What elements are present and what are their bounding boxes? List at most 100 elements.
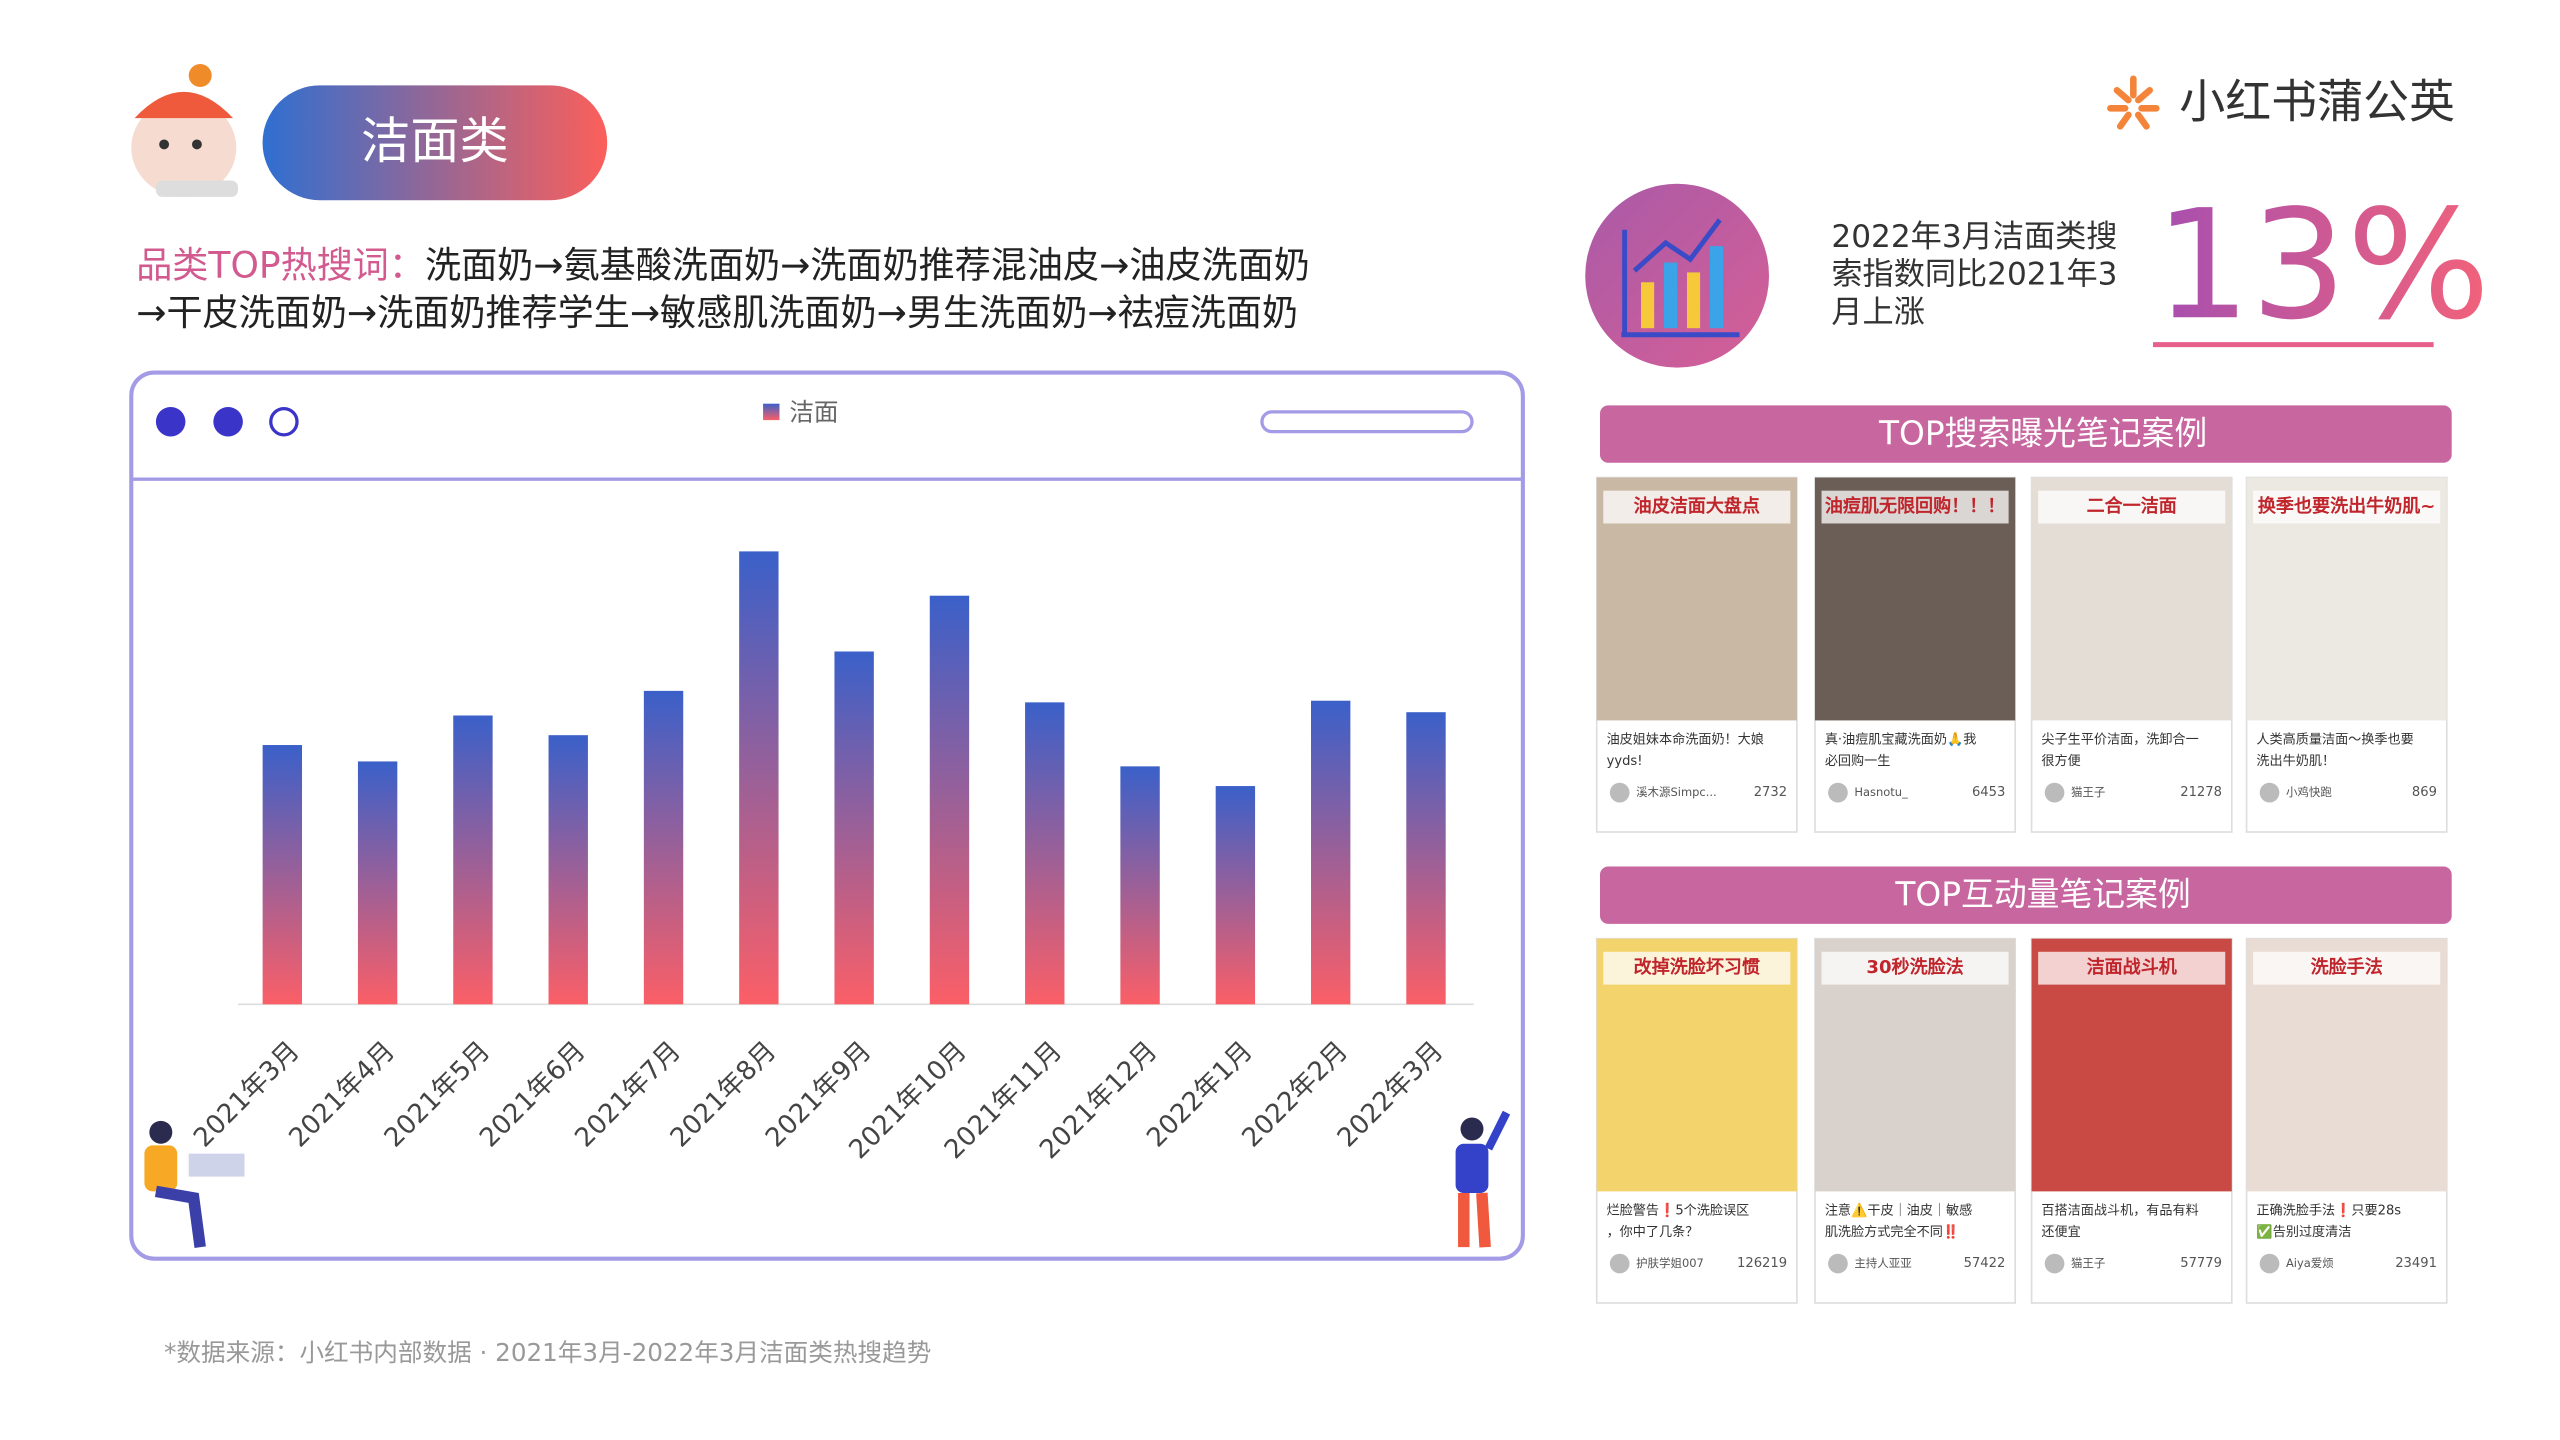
title: 洁面类	[361, 112, 509, 170]
note-caption: 烂脸警告❗5个洗脸误区	[1607, 1203, 1750, 1219]
note-likes: 21278	[2180, 785, 2222, 800]
note-caption: 很方便	[2041, 753, 2080, 769]
note-overlay: 油皮洁面大盘点	[1634, 495, 1760, 517]
section-header	[1600, 866, 2452, 924]
bar	[1120, 766, 1160, 1005]
note-caption: 还便宜	[2041, 1224, 2080, 1240]
bar	[262, 745, 303, 1005]
author-avatar	[1609, 1253, 1630, 1274]
stat-value: 13%	[2155, 177, 2491, 353]
note-overlay: 洁面战斗机	[2087, 956, 2178, 978]
note-author: 主持人亚亚	[1854, 1256, 1911, 1270]
note-author: Hasnotu_	[1854, 785, 1908, 799]
note-overlay-bg	[1603, 951, 1791, 985]
section-header	[1600, 405, 2452, 463]
note-likes: 6453	[1972, 785, 2005, 800]
note-likes: 126219	[1737, 1256, 1787, 1271]
note-overlay: 改掉洗脸坏习惯	[1634, 956, 1760, 978]
stat-line: 索指数同比2021年3	[1831, 257, 2117, 293]
bar	[1406, 712, 1446, 1005]
note-likes: 869	[2412, 785, 2437, 800]
note-overlay: 洗脸手法	[2311, 956, 2383, 978]
note-author: 小鸡快跑	[2286, 785, 2332, 799]
note-caption: 百搭洁面战斗机，有品有料	[2041, 1202, 2198, 1219]
note-author: 溪木源Simpc...	[1636, 785, 1717, 799]
note-author: 猫王子	[2071, 785, 2105, 799]
logo	[2107, 75, 2160, 130]
bar	[739, 551, 779, 1005]
author-avatar	[2044, 782, 2065, 803]
note-caption: ✅告别过度清洁	[2256, 1224, 2351, 1240]
bar	[643, 690, 684, 1005]
note-likes: 23491	[2395, 1256, 2437, 1271]
note-overlay-bg	[2038, 490, 2226, 524]
logo-text: 小红书蒲公英	[2179, 75, 2455, 129]
stat-icon-chart	[1621, 218, 1740, 338]
note-caption: yyds!	[1607, 754, 1643, 769]
keywords-line: 品类TOP热搜词：洗面奶→氨基酸洗面奶→洗面奶推荐混油皮→油皮洗面奶	[136, 243, 1310, 286]
keywords-text: 洗面奶→氨基酸洗面奶→洗面奶推荐混油皮→油皮洗面奶	[425, 243, 1310, 286]
author-avatar	[2259, 782, 2280, 803]
author-avatar	[1828, 782, 1848, 803]
note-overlay-bg	[1821, 490, 2009, 524]
note-caption: 油皮姐妹本命洗面奶！大娘	[1607, 731, 1764, 748]
window-dot	[213, 406, 243, 437]
keywords-line: →干皮洗面奶→洗面奶推荐学生→敏感肌洗面奶→男生洗面奶→祛痘洗面奶	[136, 291, 1298, 334]
window-dot	[269, 406, 299, 437]
note-caption: 尖子生平价洁面，洗卸合一	[2041, 732, 2198, 748]
keywords-label: 品类TOP热搜词：	[136, 243, 425, 286]
author-avatar	[1828, 1253, 1848, 1274]
note-author: 猫王子	[2071, 1256, 2105, 1270]
bar	[1025, 702, 1065, 1005]
note-overlay: 换季也要洗出牛奶肌~	[2258, 495, 2436, 517]
bar	[1310, 700, 1351, 1005]
note-likes: 57422	[1964, 1256, 2006, 1271]
note-overlay: 油痘肌无限回购！！！	[1825, 495, 2005, 517]
bar	[357, 761, 398, 1005]
stat-line: 月上涨	[1831, 294, 1924, 330]
note-overlay-bg	[1603, 490, 1791, 524]
window-dot	[155, 406, 186, 437]
bar	[929, 595, 970, 1005]
title-pill	[262, 85, 608, 201]
author-avatar	[2044, 1253, 2065, 1274]
bar	[453, 715, 493, 1005]
search-bar	[1260, 410, 1474, 434]
illustration-person	[144, 1120, 245, 1248]
note-overlay: 二合一洁面	[2087, 495, 2177, 517]
note-likes: 57779	[2180, 1256, 2222, 1271]
note-caption: 注意⚠️干皮｜油皮｜敏感	[1825, 1202, 1972, 1219]
section-title: TOP互动量笔记案例	[1894, 876, 2190, 914]
illustration-person	[1455, 1110, 1511, 1248]
author-avatar	[1609, 782, 1630, 803]
note-caption: 洗出牛奶肌！	[2256, 753, 2335, 769]
note-overlay-bg	[1821, 951, 2009, 985]
note-caption: 人类高质量洁面～换季也要	[2256, 731, 2413, 748]
note-caption: 正确洗脸手法❗只要28s	[2256, 1203, 2401, 1219]
bar	[834, 651, 874, 1005]
legend-swatch	[763, 403, 780, 421]
note-author: Aiya爱烦	[2286, 1256, 2334, 1270]
note-likes: 2732	[1754, 785, 1787, 800]
note-overlay-bg	[2038, 951, 2226, 985]
bar	[548, 735, 588, 1005]
section-title: TOP搜索曝光笔记案例	[1878, 414, 2207, 452]
mascot	[131, 64, 238, 197]
note-overlay-bg	[2253, 951, 2441, 985]
author-avatar	[2259, 1253, 2280, 1274]
bar	[1215, 786, 1256, 1005]
note-caption: ，你中了几条？	[1607, 1223, 1699, 1240]
note-caption: 肌洗脸方式完全不同‼️	[1825, 1223, 1959, 1240]
note-author: 护肤学姐007	[1636, 1256, 1704, 1270]
note-overlay-bg	[2253, 490, 2441, 524]
browser-frame	[129, 370, 1525, 1261]
note-overlay: 30秒洗脸法	[1866, 956, 1963, 978]
stat-line: 2022年3月洁面类搜	[1831, 219, 2117, 255]
note-caption: 必回购一生	[1825, 753, 1891, 769]
note-caption: 真·油痘肌宝藏洗面奶🙏我	[1825, 732, 1977, 748]
legend-label: 洁面	[789, 398, 838, 427]
